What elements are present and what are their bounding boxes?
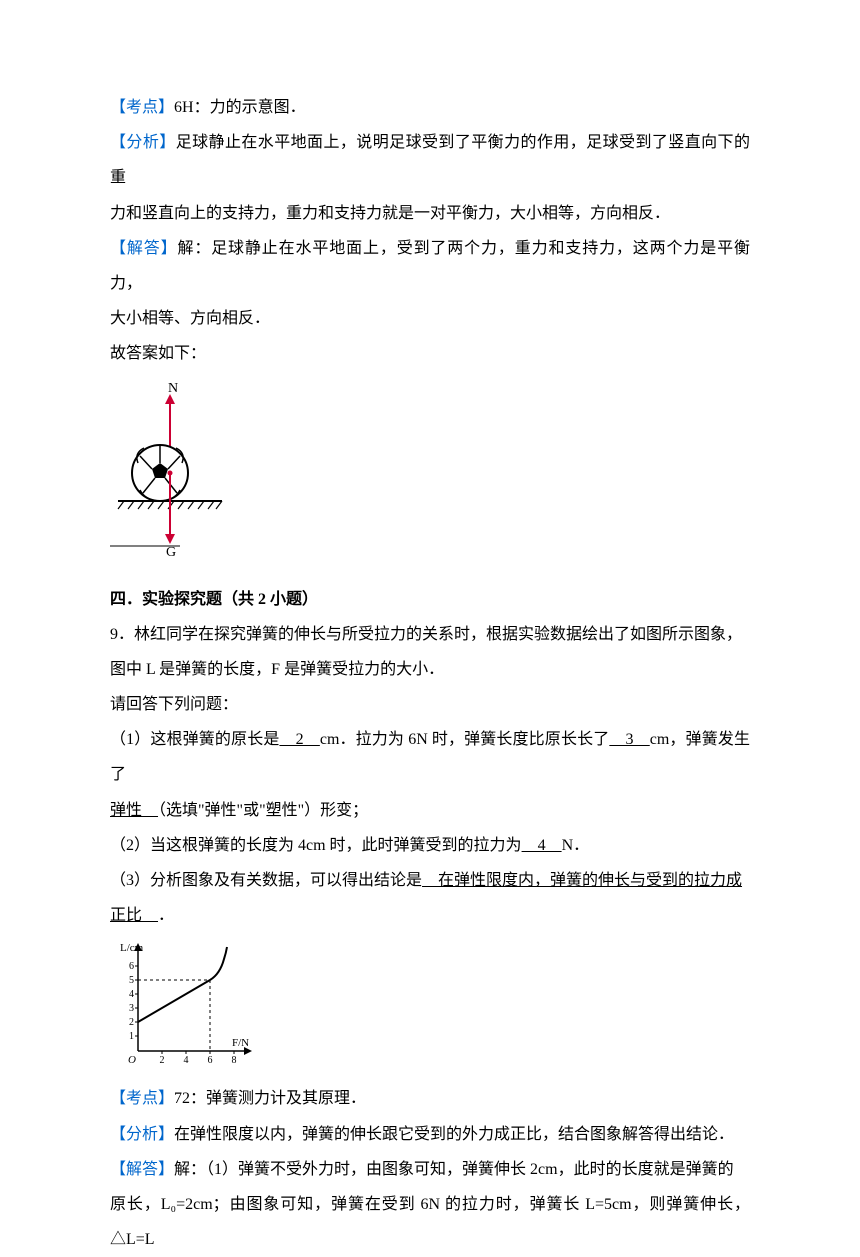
svg-text:O: O — [128, 1054, 136, 1066]
q9-l2: 图中 L 是弹簧的长度，F 是弹簧受拉力的大小． — [110, 652, 750, 687]
p2c: N． — [562, 837, 590, 854]
fenxi2-text: 在弹性限度以内，弹簧的伸长跟它受到的外力成正比，结合图象解答得出结论． — [174, 1126, 734, 1143]
q9-p1b: 弹性 （选填"弹性"或"塑性"）形变； — [110, 793, 750, 828]
fenxi2-label: 【分析】 — [110, 1126, 174, 1143]
svg-text:8: 8 — [232, 1055, 237, 1066]
q9-p2: （2）当这根弹簧的长度为 4cm 时，此时弹簧受到的拉力为 4 N． — [110, 828, 750, 863]
spring-graph: L/cm 1 2 3 4 5 6 2 4 6 8 O F/N — [110, 939, 750, 1069]
svg-text:3: 3 — [129, 1003, 134, 1014]
svg-text:2: 2 — [129, 1017, 134, 1028]
svg-text:6: 6 — [208, 1055, 213, 1066]
q9-l3: 请回答下列问题： — [110, 687, 750, 722]
q9-p3: （3）分析图象及有关数据，可以得出结论是 在弹性限度内，弹簧的伸长与受到的拉力成 — [110, 863, 750, 898]
kaodian2-label: 【考点】 — [110, 1090, 174, 1107]
svg-text:5: 5 — [129, 975, 134, 986]
svg-text:1: 1 — [129, 1031, 134, 1042]
fenxi-label: 【分析】 — [110, 134, 176, 151]
svg-text:4: 4 — [184, 1055, 189, 1066]
soccer-diagram: N G — [110, 378, 750, 558]
jieda-label: 【解答】 — [110, 240, 177, 257]
jieda2-line1: 【解答】解：（1）弹簧不受外力时，由图象可知，弹簧伸长 2cm，此时的长度就是弹… — [110, 1152, 750, 1187]
p1b3: 弹性 — [110, 802, 158, 819]
kaodian-line: 【考点】6H：力的示意图． — [110, 90, 750, 125]
fenxi-line1: 【分析】足球静止在水平地面上，说明足球受到了平衡力的作用，足球受到了竖直向下的重 — [110, 125, 750, 195]
jieda-text1: 解：足球静止在水平地面上，受到了两个力，重力和支持力，这两个力是平衡力， — [110, 240, 750, 292]
p1b1: 2 — [279, 731, 319, 748]
jieda2-text1: 解：（1）弹簧不受外力时，由图象可知，弹簧伸长 2cm，此时的长度就是弹簧的 — [174, 1161, 734, 1178]
q9-p3b: 正比 ． — [110, 898, 750, 933]
fenxi-text1: 足球静止在水平地面上，说明足球受到了平衡力的作用，足球受到了竖直向下的重 — [110, 134, 750, 186]
svg-text:2: 2 — [160, 1055, 165, 1066]
p1c: cm．拉力为 6N 时，弹簧长度比原长长了 — [320, 731, 609, 748]
p1b2: 3 — [609, 731, 649, 748]
n-label: N — [168, 381, 178, 396]
section4-title: 四．实验探究题（共 2 小题） — [110, 582, 750, 617]
svg-text:6: 6 — [129, 961, 134, 972]
p3b2: 正比 — [110, 907, 158, 924]
q9-l1: 9．林红同学在探究弹簧的伸长与所受拉力的关系时，根据实验数据绘出了如图所示图象， — [110, 617, 750, 652]
svg-text:4: 4 — [129, 989, 134, 1000]
fenxi2-line: 【分析】在弹性限度以内，弹簧的伸长跟它受到的外力成正比，结合图象解答得出结论． — [110, 1117, 750, 1152]
jieda-line2: 大小相等、方向相反． — [110, 301, 750, 336]
kaodian-label: 【考点】 — [110, 99, 174, 116]
p1a: （1）这根弹簧的原长是 — [110, 731, 279, 748]
guda-line: 故答案如下： — [110, 336, 750, 371]
p3c: ． — [158, 907, 174, 924]
g-label: G — [166, 545, 176, 558]
p3b1: 在弹性限度内，弹簧的伸长与受到的拉力成 — [422, 872, 742, 889]
q9-p1: （1）这根弹簧的原长是 2 cm．拉力为 6N 时，弹簧长度比原长长了 3 cm… — [110, 722, 750, 792]
jieda2-label: 【解答】 — [110, 1161, 174, 1178]
jieda2-line2: 原长，L₀=2cm；由图象可知，弹簧在受到 6N 的拉力时，弹簧长 L=5cm，… — [110, 1187, 750, 1257]
fenxi-line2: 力和竖直向上的支持力，重力和支持力就是一对平衡力，大小相等，方向相反． — [110, 196, 750, 231]
p3a: （3）分析图象及有关数据，可以得出结论是 — [110, 872, 422, 889]
p2a: （2）当这根弹簧的长度为 4cm 时，此时弹簧受到的拉力为 — [110, 837, 522, 854]
kaodian2-text: 72：弹簧测力计及其原理． — [174, 1090, 366, 1107]
p1e: （选填"弹性"或"塑性"）形变； — [158, 802, 368, 819]
xlabel: F/N — [232, 1037, 249, 1049]
jieda-line1: 【解答】解：足球静止在水平地面上，受到了两个力，重力和支持力，这两个力是平衡力， — [110, 231, 750, 301]
kaodian2-line: 【考点】72：弹簧测力计及其原理． — [110, 1081, 750, 1116]
p2b: 4 — [522, 837, 562, 854]
ylabel: L/cm — [120, 942, 144, 954]
kaodian-text: 6H：力的示意图． — [174, 99, 306, 116]
